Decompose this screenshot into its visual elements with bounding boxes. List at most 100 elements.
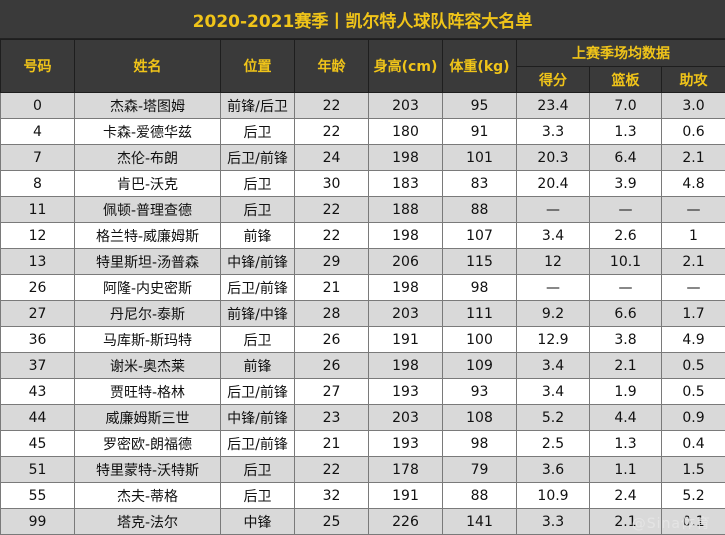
cell-assists: 0.5 (661, 352, 725, 379)
header-weight: 体重(kg) (442, 39, 517, 93)
cell-name: 丹尼尔-泰斯 (74, 300, 221, 327)
cell-age: 23 (294, 404, 369, 431)
table-row: 4 卡森-爱德华兹 后卫 22 180 91 3.3 1.3 0.6 (0, 118, 725, 145)
cell-number: 44 (0, 404, 75, 431)
cell-position: 前锋 (220, 352, 295, 379)
cell-age: 21 (294, 274, 369, 301)
cell-height: 188 (368, 196, 443, 223)
cell-height: 206 (368, 248, 443, 275)
table-row: 43 贾旺特-格林 后卫/前锋 27 193 93 3.4 1.9 0.5 (0, 378, 725, 405)
cell-assists: 1.7 (661, 300, 725, 327)
cell-age: 21 (294, 430, 369, 457)
table-row: 13 特里斯坦-汤普森 中锋/前锋 29 206 115 12 10.1 2.1 (0, 248, 725, 275)
cell-assists: 4.9 (661, 326, 725, 353)
cell-number: 55 (0, 482, 75, 509)
cell-name: 杰夫-蒂格 (74, 482, 221, 509)
cell-points: 12.9 (516, 326, 590, 353)
cell-points: 3.3 (516, 508, 590, 535)
table-row: 8 肯巴-沃克 后卫 30 183 83 20.4 3.9 4.8 (0, 170, 725, 197)
table-row: 45 罗密欧-朗福德 后卫/前锋 21 193 98 2.5 1.3 0.4 (0, 430, 725, 457)
header-age: 年龄 (294, 39, 369, 93)
cell-points: 23.4 (516, 92, 590, 119)
cell-age: 22 (294, 92, 369, 119)
cell-position: 后卫/前锋 (220, 430, 295, 457)
cell-height: 203 (368, 404, 443, 431)
cell-name: 马库斯-斯玛特 (74, 326, 221, 353)
cell-weight: 93 (442, 378, 517, 405)
cell-weight: 109 (442, 352, 517, 379)
table-row: 55 杰夫-蒂格 后卫 32 191 88 10.9 2.4 5.2 (0, 482, 725, 509)
cell-weight: 111 (442, 300, 517, 327)
header-position: 位置 (220, 39, 295, 93)
cell-points: 12 (516, 248, 590, 275)
header-points: 得分 (516, 66, 590, 93)
cell-height: 178 (368, 456, 443, 483)
cell-weight: 83 (442, 170, 517, 197)
table-row: 36 马库斯-斯玛特 后卫 26 191 100 12.9 3.8 4.9 (0, 326, 725, 353)
cell-age: 25 (294, 508, 369, 535)
header-rebounds: 篮板 (589, 66, 662, 93)
cell-rebounds: 6.6 (589, 300, 662, 327)
table-row: 26 阿隆-内史密斯 后卫/前锋 21 198 98— — — (0, 274, 725, 301)
cell-position: 后卫 (220, 118, 295, 145)
cell-rebounds: 3.8 (589, 326, 662, 353)
cell-weight: 91 (442, 118, 517, 145)
header-number: 号码 (0, 39, 75, 93)
cell-age: 22 (294, 456, 369, 483)
cell-assists: 0.6 (661, 118, 725, 145)
cell-points: 10.9 (516, 482, 590, 509)
cell-assists: 1 (661, 222, 725, 249)
cell-position: 后卫 (220, 482, 295, 509)
cell-rebounds: 2.4 (589, 482, 662, 509)
cell-number: 7 (0, 144, 75, 171)
cell-position: 后卫/前锋 (220, 378, 295, 405)
cell-assists: 4.8 (661, 170, 725, 197)
cell-rebounds: 7.0 (589, 92, 662, 119)
cell-name: 威廉姆斯三世 (74, 404, 221, 431)
cell-weight: 88 (442, 482, 517, 509)
cell-height: 193 (368, 378, 443, 405)
sheet-title: 2020-2021赛季丨凯尔特人球队阵容大名单 (0, 0, 725, 39)
cell-number: 0 (0, 92, 75, 119)
cell-weight: 108 (442, 404, 517, 431)
cell-weight: 141 (442, 508, 517, 535)
cell-number: 36 (0, 326, 75, 353)
cell-height: 203 (368, 92, 443, 119)
cell-rebounds: 2.6 (589, 222, 662, 249)
cell-position: 后卫 (220, 326, 295, 353)
table-row: 7 杰伦-布朗 后卫/前锋 24 198 101 20.3 6.4 2.1 (0, 144, 725, 171)
cell-name: 罗密欧-朗福德 (74, 430, 221, 457)
cell-points: 5.2 (516, 404, 590, 431)
cell-position: 中锋/前锋 (220, 248, 295, 275)
cell-assists: 2.1 (661, 248, 725, 275)
cell-rebounds: 3.9 (589, 170, 662, 197)
table-row: 44 威廉姆斯三世 中锋/前锋 23 203 108 5.2 4.4 0.9 (0, 404, 725, 431)
cell-name: 肯巴-沃克 (74, 170, 221, 197)
cell-rebounds: 10.1 (589, 248, 662, 275)
cell-points: 20.3 (516, 144, 590, 171)
cell-points: 3.4 (516, 222, 590, 249)
cell-weight: 107 (442, 222, 517, 249)
cell-rebounds: 1.3 (589, 430, 662, 457)
roster-body: 0 杰森-塔图姆 前锋/后卫 22 203 95 23.4 7.0 3.0 4 卡森-爱德华兹 后卫 2… (0, 92, 725, 535)
cell-points: 9.2 (516, 300, 590, 327)
cell-weight: 79 (442, 456, 517, 483)
table-row: 27 丹尼尔-泰斯 前锋/中锋 28 203 111 9.2 6.6 1.7 (0, 300, 725, 327)
cell-rebounds: 1.3 (589, 118, 662, 145)
cell-points: 3.3 (516, 118, 590, 145)
cell-weight: 95 (442, 92, 517, 119)
header-stats-group: 上赛季场均数据 (516, 39, 725, 67)
cell-name: 特里斯坦-汤普森 (74, 248, 221, 275)
cell-age: 26 (294, 326, 369, 353)
cell-age: 22 (294, 118, 369, 145)
cell-number: 26 (0, 274, 75, 301)
cell-position: 前锋/后卫 (220, 92, 295, 119)
cell-rebounds: 1.1 (589, 456, 662, 483)
table-row: 37 谢米-奥杰莱 前锋 26 198 109 3.4 2.1 0.5 (0, 352, 725, 379)
cell-rebounds: 2.1 (589, 508, 662, 535)
cell-assists: — (661, 196, 725, 223)
cell-number: 8 (0, 170, 75, 197)
cell-rebounds: — (589, 274, 662, 301)
cell-name: 杰森-塔图姆 (74, 92, 221, 119)
cell-number: 4 (0, 118, 75, 145)
